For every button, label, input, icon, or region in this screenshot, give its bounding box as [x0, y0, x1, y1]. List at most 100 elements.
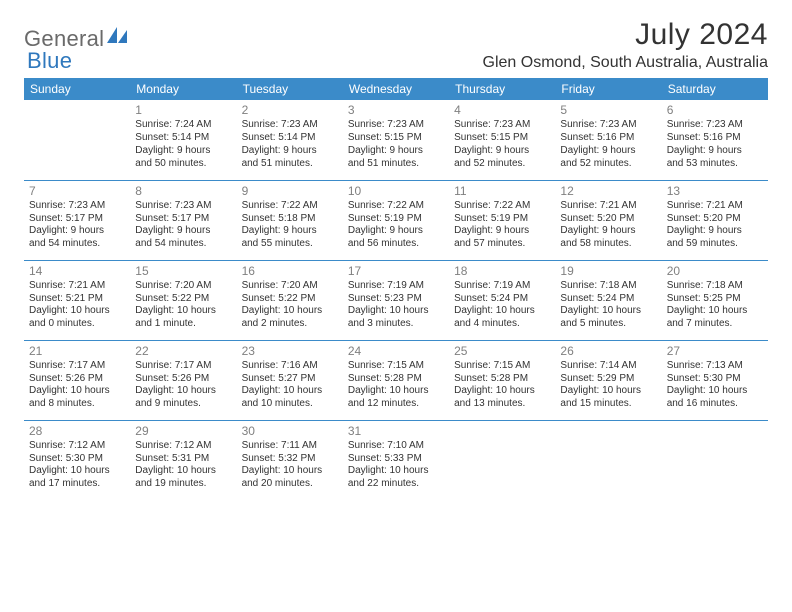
- day-info-line: Sunset: 5:15 PM: [348, 132, 444, 145]
- day-info-line: Sunrise: 7:23 AM: [242, 119, 338, 132]
- day-number: 4: [454, 103, 550, 118]
- day-info-line: Daylight: 10 hours: [135, 385, 231, 398]
- day-info-line: Sunset: 5:28 PM: [454, 373, 550, 386]
- day-number: 6: [667, 103, 763, 118]
- day-info-line: Sunset: 5:22 PM: [135, 293, 231, 306]
- day-info-line: Sunset: 5:26 PM: [29, 373, 125, 386]
- day-number: 22: [135, 344, 231, 359]
- day-cell: 16Sunrise: 7:20 AMSunset: 5:22 PMDayligh…: [237, 260, 343, 340]
- weekday-header: Saturday: [662, 78, 768, 100]
- day-info-line: Sunrise: 7:23 AM: [667, 119, 763, 132]
- day-info-line: Sunset: 5:33 PM: [348, 453, 444, 466]
- day-cell: 14Sunrise: 7:21 AMSunset: 5:21 PMDayligh…: [24, 260, 130, 340]
- day-info-line: Daylight: 10 hours: [560, 305, 656, 318]
- day-cell: 26Sunrise: 7:14 AMSunset: 5:29 PMDayligh…: [555, 340, 661, 420]
- day-cell: 25Sunrise: 7:15 AMSunset: 5:28 PMDayligh…: [449, 340, 555, 420]
- day-info-line: Sunrise: 7:16 AM: [242, 360, 338, 373]
- calendar-table: SundayMondayTuesdayWednesdayThursdayFrid…: [24, 78, 768, 500]
- day-cell: 4Sunrise: 7:23 AMSunset: 5:15 PMDaylight…: [449, 100, 555, 180]
- day-cell: 29Sunrise: 7:12 AMSunset: 5:31 PMDayligh…: [130, 420, 236, 500]
- day-info-line: Daylight: 10 hours: [667, 385, 763, 398]
- calendar-page: General July 2024 Glen Osmond, South Aus…: [0, 0, 792, 518]
- day-info-line: and 22 minutes.: [348, 478, 444, 491]
- empty-cell: [555, 420, 661, 500]
- day-cell: 5Sunrise: 7:23 AMSunset: 5:16 PMDaylight…: [555, 100, 661, 180]
- day-info-line: Daylight: 9 hours: [667, 225, 763, 238]
- weekday-header: Friday: [555, 78, 661, 100]
- day-info-line: Sunrise: 7:20 AM: [135, 280, 231, 293]
- day-cell: 10Sunrise: 7:22 AMSunset: 5:19 PMDayligh…: [343, 180, 449, 260]
- day-info-line: and 54 minutes.: [135, 238, 231, 251]
- day-number: 29: [135, 424, 231, 439]
- calendar-row: 14Sunrise: 7:21 AMSunset: 5:21 PMDayligh…: [24, 260, 768, 340]
- day-info-line: and 16 minutes.: [667, 398, 763, 411]
- day-info-line: and 3 minutes.: [348, 318, 444, 331]
- day-info-line: Sunrise: 7:21 AM: [667, 200, 763, 213]
- day-number: 13: [667, 184, 763, 199]
- day-cell: 2Sunrise: 7:23 AMSunset: 5:14 PMDaylight…: [237, 100, 343, 180]
- day-number: 25: [454, 344, 550, 359]
- day-number: 19: [560, 264, 656, 279]
- day-info-line: and 50 minutes.: [135, 158, 231, 171]
- day-info-line: and 53 minutes.: [667, 158, 763, 171]
- day-info-line: Sunrise: 7:17 AM: [29, 360, 125, 373]
- day-info-line: Daylight: 10 hours: [560, 385, 656, 398]
- day-info-line: and 1 minute.: [135, 318, 231, 331]
- location: Glen Osmond, South Australia, Australia: [483, 54, 768, 72]
- day-info-line: and 54 minutes.: [29, 238, 125, 251]
- day-info-line: Daylight: 10 hours: [667, 305, 763, 318]
- day-info-line: Daylight: 10 hours: [242, 465, 338, 478]
- day-number: 5: [560, 103, 656, 118]
- day-info-line: and 15 minutes.: [560, 398, 656, 411]
- day-cell: 7Sunrise: 7:23 AMSunset: 5:17 PMDaylight…: [24, 180, 130, 260]
- weekday-header: Monday: [130, 78, 236, 100]
- day-number: 16: [242, 264, 338, 279]
- day-info-line: Sunset: 5:16 PM: [667, 132, 763, 145]
- day-cell: 11Sunrise: 7:22 AMSunset: 5:19 PMDayligh…: [449, 180, 555, 260]
- day-number: 7: [29, 184, 125, 199]
- day-info-line: and 20 minutes.: [242, 478, 338, 491]
- calendar-body: 1Sunrise: 7:24 AMSunset: 5:14 PMDaylight…: [24, 100, 768, 500]
- day-info-line: Sunrise: 7:23 AM: [348, 119, 444, 132]
- day-info-line: Sunset: 5:25 PM: [667, 293, 763, 306]
- day-info-line: and 52 minutes.: [560, 158, 656, 171]
- day-info-line: Sunrise: 7:14 AM: [560, 360, 656, 373]
- day-info-line: Daylight: 10 hours: [135, 465, 231, 478]
- day-info-line: Sunset: 5:30 PM: [667, 373, 763, 386]
- day-cell: 24Sunrise: 7:15 AMSunset: 5:28 PMDayligh…: [343, 340, 449, 420]
- day-info-line: Sunset: 5:14 PM: [242, 132, 338, 145]
- calendar-row: 1Sunrise: 7:24 AMSunset: 5:14 PMDaylight…: [24, 100, 768, 180]
- day-number: 2: [242, 103, 338, 118]
- day-number: 18: [454, 264, 550, 279]
- day-info-line: Sunset: 5:26 PM: [135, 373, 231, 386]
- day-info-line: Sunset: 5:22 PM: [242, 293, 338, 306]
- header: General July 2024 Glen Osmond, South Aus…: [24, 18, 768, 72]
- day-info-line: and 0 minutes.: [29, 318, 125, 331]
- day-info-line: Daylight: 9 hours: [454, 225, 550, 238]
- day-info-line: and 19 minutes.: [135, 478, 231, 491]
- day-info-line: Sunset: 5:29 PM: [560, 373, 656, 386]
- day-info-line: and 9 minutes.: [135, 398, 231, 411]
- day-info-line: Daylight: 10 hours: [454, 385, 550, 398]
- day-info-line: Daylight: 9 hours: [348, 145, 444, 158]
- day-info-line: and 2 minutes.: [242, 318, 338, 331]
- day-info-line: Sunset: 5:31 PM: [135, 453, 231, 466]
- day-cell: 6Sunrise: 7:23 AMSunset: 5:16 PMDaylight…: [662, 100, 768, 180]
- day-number: 31: [348, 424, 444, 439]
- day-cell: 13Sunrise: 7:21 AMSunset: 5:20 PMDayligh…: [662, 180, 768, 260]
- brand-part2-wrap: Blue: [27, 48, 72, 74]
- day-info-line: Sunset: 5:19 PM: [348, 213, 444, 226]
- day-info-line: Daylight: 9 hours: [135, 145, 231, 158]
- day-info-line: and 12 minutes.: [348, 398, 444, 411]
- day-number: 12: [560, 184, 656, 199]
- day-info-line: Sunset: 5:30 PM: [29, 453, 125, 466]
- day-info-line: and 51 minutes.: [242, 158, 338, 171]
- day-number: 8: [135, 184, 231, 199]
- day-info-line: Sunrise: 7:22 AM: [454, 200, 550, 213]
- day-cell: 1Sunrise: 7:24 AMSunset: 5:14 PMDaylight…: [130, 100, 236, 180]
- day-info-line: Daylight: 9 hours: [667, 145, 763, 158]
- day-cell: 20Sunrise: 7:18 AMSunset: 5:25 PMDayligh…: [662, 260, 768, 340]
- day-info-line: Daylight: 9 hours: [242, 225, 338, 238]
- day-cell: 18Sunrise: 7:19 AMSunset: 5:24 PMDayligh…: [449, 260, 555, 340]
- day-info-line: Sunrise: 7:22 AM: [242, 200, 338, 213]
